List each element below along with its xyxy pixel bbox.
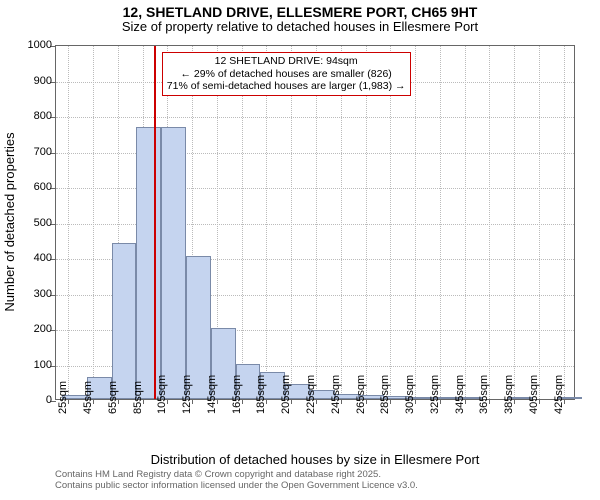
gridline-v [564, 46, 565, 399]
gridline-v [390, 46, 391, 399]
ytick-label: 700 [12, 146, 52, 158]
plot-area: 12 SHETLAND DRIVE: 94sqm← 29% of detache… [55, 45, 575, 400]
callout-line1: 12 SHETLAND DRIVE: 94sqm [215, 55, 358, 67]
gridline-v [366, 46, 367, 399]
chart-subtitle: Size of property relative to detached ho… [0, 20, 600, 36]
gridline-v [489, 46, 490, 399]
footnote: Contains HM Land Registry data © Crown c… [55, 470, 418, 492]
histogram-bar [161, 127, 186, 399]
x-axis-label: Distribution of detached houses by size … [55, 452, 575, 467]
gridline-v [316, 46, 317, 399]
histogram-bar [136, 127, 161, 399]
histogram-bar [112, 243, 137, 399]
gridline-v [68, 46, 69, 399]
gridline-v [440, 46, 441, 399]
gridline-v [291, 46, 292, 399]
gridline-v [514, 46, 515, 399]
ytick-label: 800 [12, 110, 52, 122]
footnote-line1: Contains HM Land Registry data © Crown c… [55, 469, 381, 480]
gridline-v [93, 46, 94, 399]
ytick-label: 300 [12, 288, 52, 300]
ytick-label: 400 [12, 252, 52, 264]
gridline-v [266, 46, 267, 399]
chart-title: 12, SHETLAND DRIVE, ELLESMERE PORT, CH65… [0, 0, 600, 20]
callout-line3: 71% of semi-detached houses are larger (… [167, 80, 406, 92]
gridline-v [415, 46, 416, 399]
footnote-line2: Contains public sector information licen… [55, 480, 418, 491]
gridline-v [242, 46, 243, 399]
gridline-v [539, 46, 540, 399]
ytick-label: 100 [12, 359, 52, 371]
ytick-label: 600 [12, 181, 52, 193]
gridline-h [56, 188, 574, 189]
callout-box: 12 SHETLAND DRIVE: 94sqm← 29% of detache… [162, 52, 411, 96]
figure: { "title": "12, SHETLAND DRIVE, ELLESMER… [0, 0, 600, 500]
gridline-h [56, 153, 574, 154]
ytick-label: 900 [12, 75, 52, 87]
ytick-label: 200 [12, 323, 52, 335]
ytick-label: 0 [12, 394, 52, 406]
gridline-v [465, 46, 466, 399]
gridline-h [56, 117, 574, 118]
ytick-label: 1000 [12, 39, 52, 51]
gridline-v [341, 46, 342, 399]
ytick-label: 500 [12, 217, 52, 229]
gridline-h [56, 224, 574, 225]
callout-line2: ← 29% of detached houses are smaller (82… [181, 68, 392, 80]
reference-line [154, 46, 156, 399]
